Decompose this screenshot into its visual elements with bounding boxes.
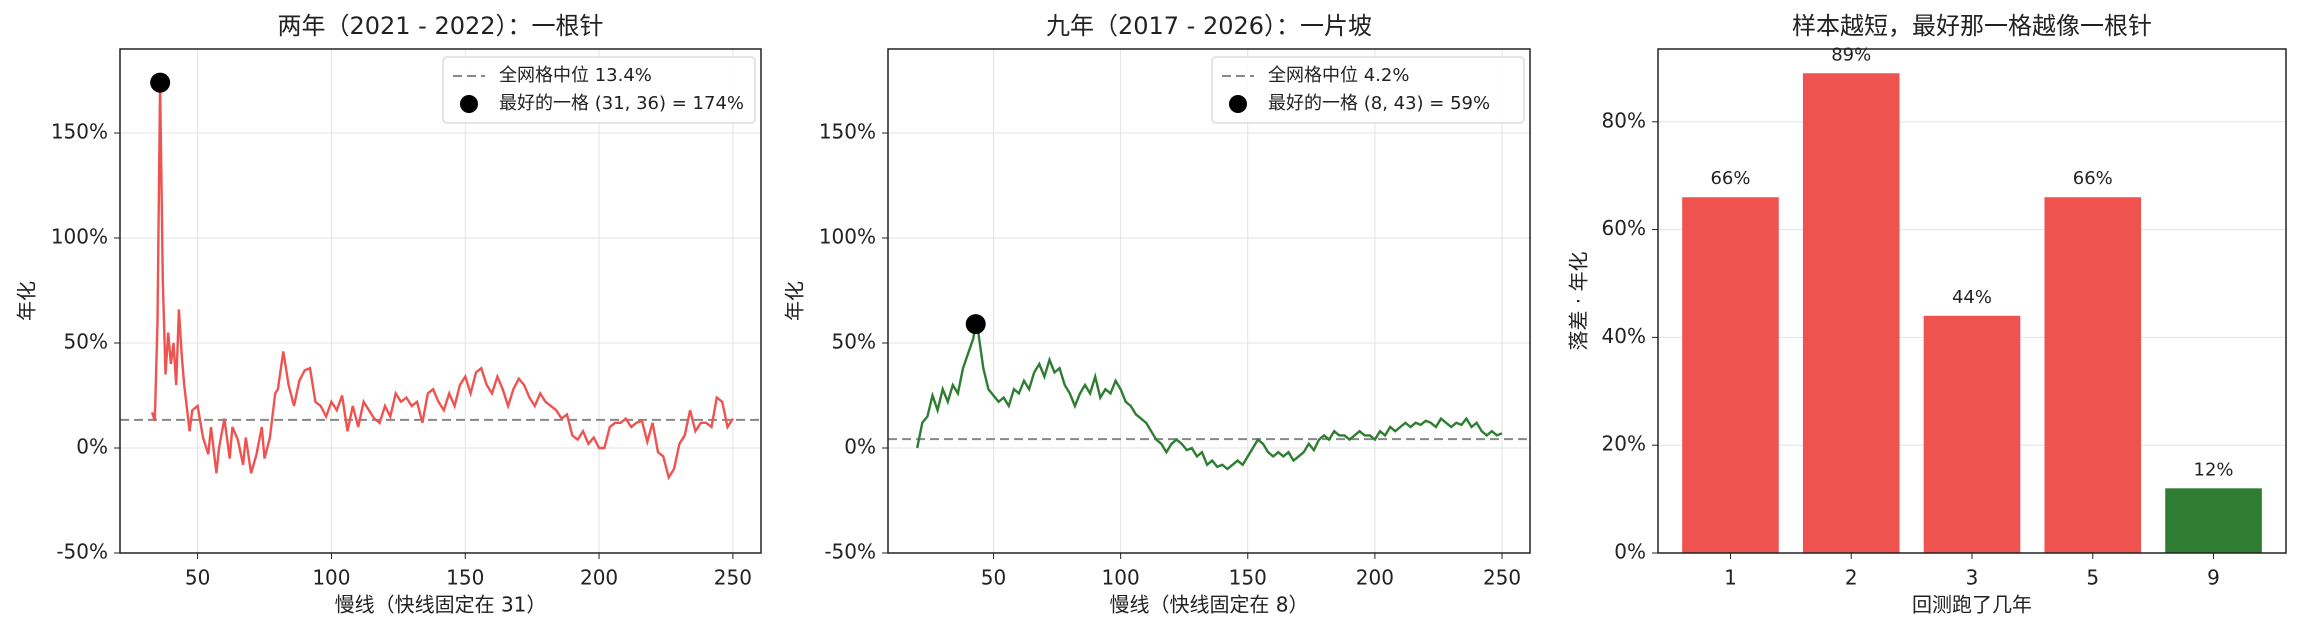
legend-box (1211, 56, 1525, 124)
x-tick-label: 100 (312, 566, 350, 590)
bar (1802, 73, 1900, 553)
y-tick-label: 150% (51, 120, 108, 144)
y-tick-label: 0% (1614, 540, 1646, 564)
bar (1682, 197, 1779, 553)
best-point (965, 314, 986, 335)
x-tick-label: 5 (2086, 566, 2099, 590)
y-tick-label: 50% (64, 330, 108, 354)
chart-title: 九年（2017 - 2026）：一片坡 (1046, 12, 1372, 40)
x-tick-label: 2 (1845, 566, 1858, 590)
x-tick-label: 150 (1229, 566, 1267, 590)
y-tick-label: 0% (76, 435, 108, 459)
y-axis-label: 落差 · 年化 (1567, 251, 1591, 350)
value-label: 66% (2073, 168, 2113, 189)
value-label: 66% (1710, 168, 1750, 189)
legend-label: 最好的一格 (8, 43) = 59% (1268, 93, 1490, 114)
legend-label: 最好的一格 (31, 36) = 174% (499, 93, 744, 114)
y-axis-label: 年化 (15, 281, 39, 321)
axes-frame (1657, 48, 2287, 554)
y-tick-label: 100% (51, 225, 108, 249)
y-tick-label: -50% (824, 540, 876, 564)
chart-title: 两年（2021 - 2022）：一根针 (277, 12, 603, 40)
chart-title: 样本越短，最好那一格越像一根针 (1792, 12, 2152, 40)
x-tick-label: 1 (1724, 566, 1737, 590)
axes-frame (887, 48, 1531, 554)
y-tick-label: 80% (1602, 108, 1646, 132)
y-tick-label: 20% (1602, 432, 1646, 456)
x-tick-label: 50 (185, 566, 210, 590)
y-tick-label: 150% (819, 120, 876, 144)
bar (1923, 315, 2021, 553)
x-axis-label: 回测跑了几年 (1912, 593, 2032, 617)
y-tick-label: 40% (1602, 324, 1646, 348)
data-line (150, 82, 734, 481)
axes-frame (119, 48, 762, 554)
legend-swatch (460, 95, 478, 113)
y-tick-label: 100% (819, 225, 876, 249)
legend-label: 全网格中位 4.2% (1268, 65, 1409, 86)
bar (2044, 197, 2142, 553)
y-tick-label: 60% (1602, 216, 1646, 240)
x-tick-label: 250 (1483, 566, 1521, 590)
y-tick-label: -50% (56, 540, 108, 564)
x-tick-label: 50 (981, 566, 1006, 590)
legend-box (442, 56, 756, 124)
value-label: 89% (1831, 44, 1871, 65)
data-line (916, 323, 1503, 471)
x-axis-label: 慢线（快线固定在 31） (335, 593, 547, 617)
y-axis-label: 年化 (783, 281, 807, 321)
y-tick-label: 50% (832, 330, 876, 354)
x-tick-label: 3 (1966, 566, 1979, 590)
x-tick-label: 200 (580, 566, 618, 590)
x-tick-label: 150 (446, 566, 484, 590)
bar (2165, 488, 2262, 553)
x-tick-label: 100 (1102, 566, 1140, 590)
y-tick-label: 0% (844, 435, 876, 459)
legend-label: 全网格中位 13.4% (499, 65, 652, 86)
x-tick-label: 200 (1356, 566, 1394, 590)
x-tick-label: 9 (2207, 566, 2220, 590)
x-axis-label: 慢线（快线固定在 8） (1109, 593, 1308, 617)
x-tick-label: 250 (714, 566, 752, 590)
value-label: 12% (2194, 459, 2234, 480)
value-label: 44% (1952, 287, 1992, 308)
best-point (150, 72, 171, 93)
legend-swatch (1229, 95, 1247, 113)
